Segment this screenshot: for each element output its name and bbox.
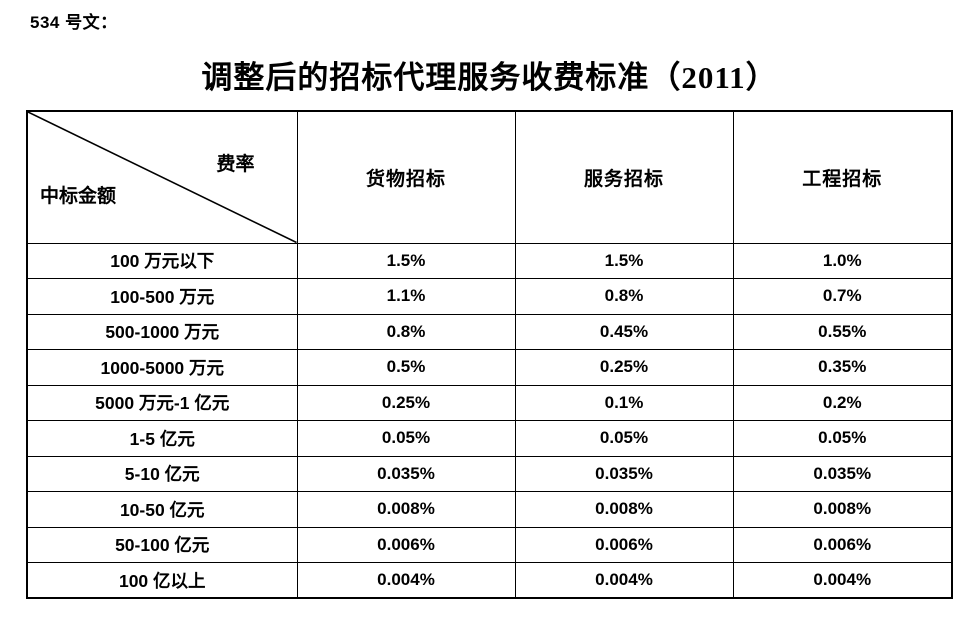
corner-label-bid-amount: 中标金额 [40, 186, 117, 207]
table-row: 500-1000 万元 0.8% 0.45% 0.55% [26, 313, 953, 350]
table-row: 100 亿以上 0.004% 0.004% 0.004% [26, 562, 953, 599]
row-label-cell: 100 万元以下 [26, 242, 298, 279]
rate-cell: 0.5% [296, 349, 516, 386]
rate-cell: 0.25% [296, 384, 516, 421]
rate-cell: 0.035% [732, 455, 953, 492]
row-label-cell: 1000-5000 万元 [26, 349, 298, 386]
rate-cell: 0.1% [514, 384, 734, 421]
table-row: 50-100 亿元 0.006% 0.006% 0.006% [26, 526, 953, 563]
rate-cell: 0.035% [296, 455, 516, 492]
table-row: 10-50 亿元 0.008% 0.008% 0.008% [26, 491, 953, 528]
rate-cell: 0.004% [732, 562, 953, 599]
rate-cell: 0.45% [514, 313, 734, 350]
rate-cell: 0.006% [732, 526, 953, 563]
table-row: 1000-5000 万元 0.5% 0.25% 0.35% [26, 349, 953, 386]
rate-cell: 0.05% [732, 420, 953, 457]
rate-cell: 0.035% [514, 455, 734, 492]
rate-cell: 1.0% [732, 242, 953, 279]
row-label-cell: 100-500 万元 [26, 278, 298, 315]
row-label-cell: 10-50 亿元 [26, 491, 298, 528]
table-row: 1-5 亿元 0.05% 0.05% 0.05% [26, 420, 953, 457]
page-title: 调整后的招标代理服务收费标准（2011） [201, 60, 778, 95]
row-label-cell: 1-5 亿元 [26, 420, 298, 457]
rate-cell: 0.008% [514, 491, 734, 528]
rate-cell: 0.25% [514, 349, 734, 386]
rate-cell: 0.35% [732, 349, 953, 386]
diagonal-corner-cell: 费率 中标金额 [26, 110, 298, 244]
rate-cell: 1.1% [296, 278, 516, 315]
col-header-engineering-tender: 工程招标 [732, 110, 953, 244]
rate-cell: 1.5% [514, 242, 734, 279]
row-label-cell: 5000 万元-1 亿元 [26, 384, 298, 421]
fee-rate-table: 费率 中标金额 货物招标 服务招标 工程招标 100 万元以下 1.5% 1.5… [26, 110, 953, 599]
table-header-row: 费率 中标金额 货物招标 服务招标 工程招标 [26, 110, 953, 244]
col-header-service-tender: 服务招标 [514, 110, 734, 244]
table-row: 100-500 万元 1.1% 0.8% 0.7% [26, 278, 953, 315]
table-row: 5000 万元-1 亿元 0.25% 0.1% 0.2% [26, 384, 953, 421]
diagonal-line [28, 112, 297, 243]
row-label-cell: 500-1000 万元 [26, 313, 298, 350]
row-label-cell: 100 亿以上 [26, 562, 298, 599]
row-label-cell: 50-100 亿元 [26, 526, 298, 563]
rate-cell: 1.5% [296, 242, 516, 279]
rate-cell: 0.008% [296, 491, 516, 528]
rate-cell: 0.8% [514, 278, 734, 315]
rate-cell: 0.7% [732, 278, 953, 315]
corner-label-fee-rate: 费率 [216, 154, 255, 175]
rate-cell: 0.8% [296, 313, 516, 350]
rate-cell: 0.008% [732, 491, 953, 528]
rate-cell: 0.55% [732, 313, 953, 350]
row-label-cell: 5-10 亿元 [26, 455, 298, 492]
table-row: 5-10 亿元 0.035% 0.035% 0.035% [26, 455, 953, 492]
rate-cell: 0.05% [296, 420, 516, 457]
rate-cell: 0.05% [514, 420, 734, 457]
doc-number-label: 534 号文： [30, 13, 118, 32]
rate-cell: 0.004% [296, 562, 516, 599]
rate-cell: 0.006% [296, 526, 516, 563]
table-row: 100 万元以下 1.5% 1.5% 1.0% [26, 242, 953, 279]
rate-cell: 0.2% [732, 384, 953, 421]
col-header-goods-tender: 货物招标 [296, 110, 516, 244]
rate-cell: 0.004% [514, 562, 734, 599]
rate-cell: 0.006% [514, 526, 734, 563]
